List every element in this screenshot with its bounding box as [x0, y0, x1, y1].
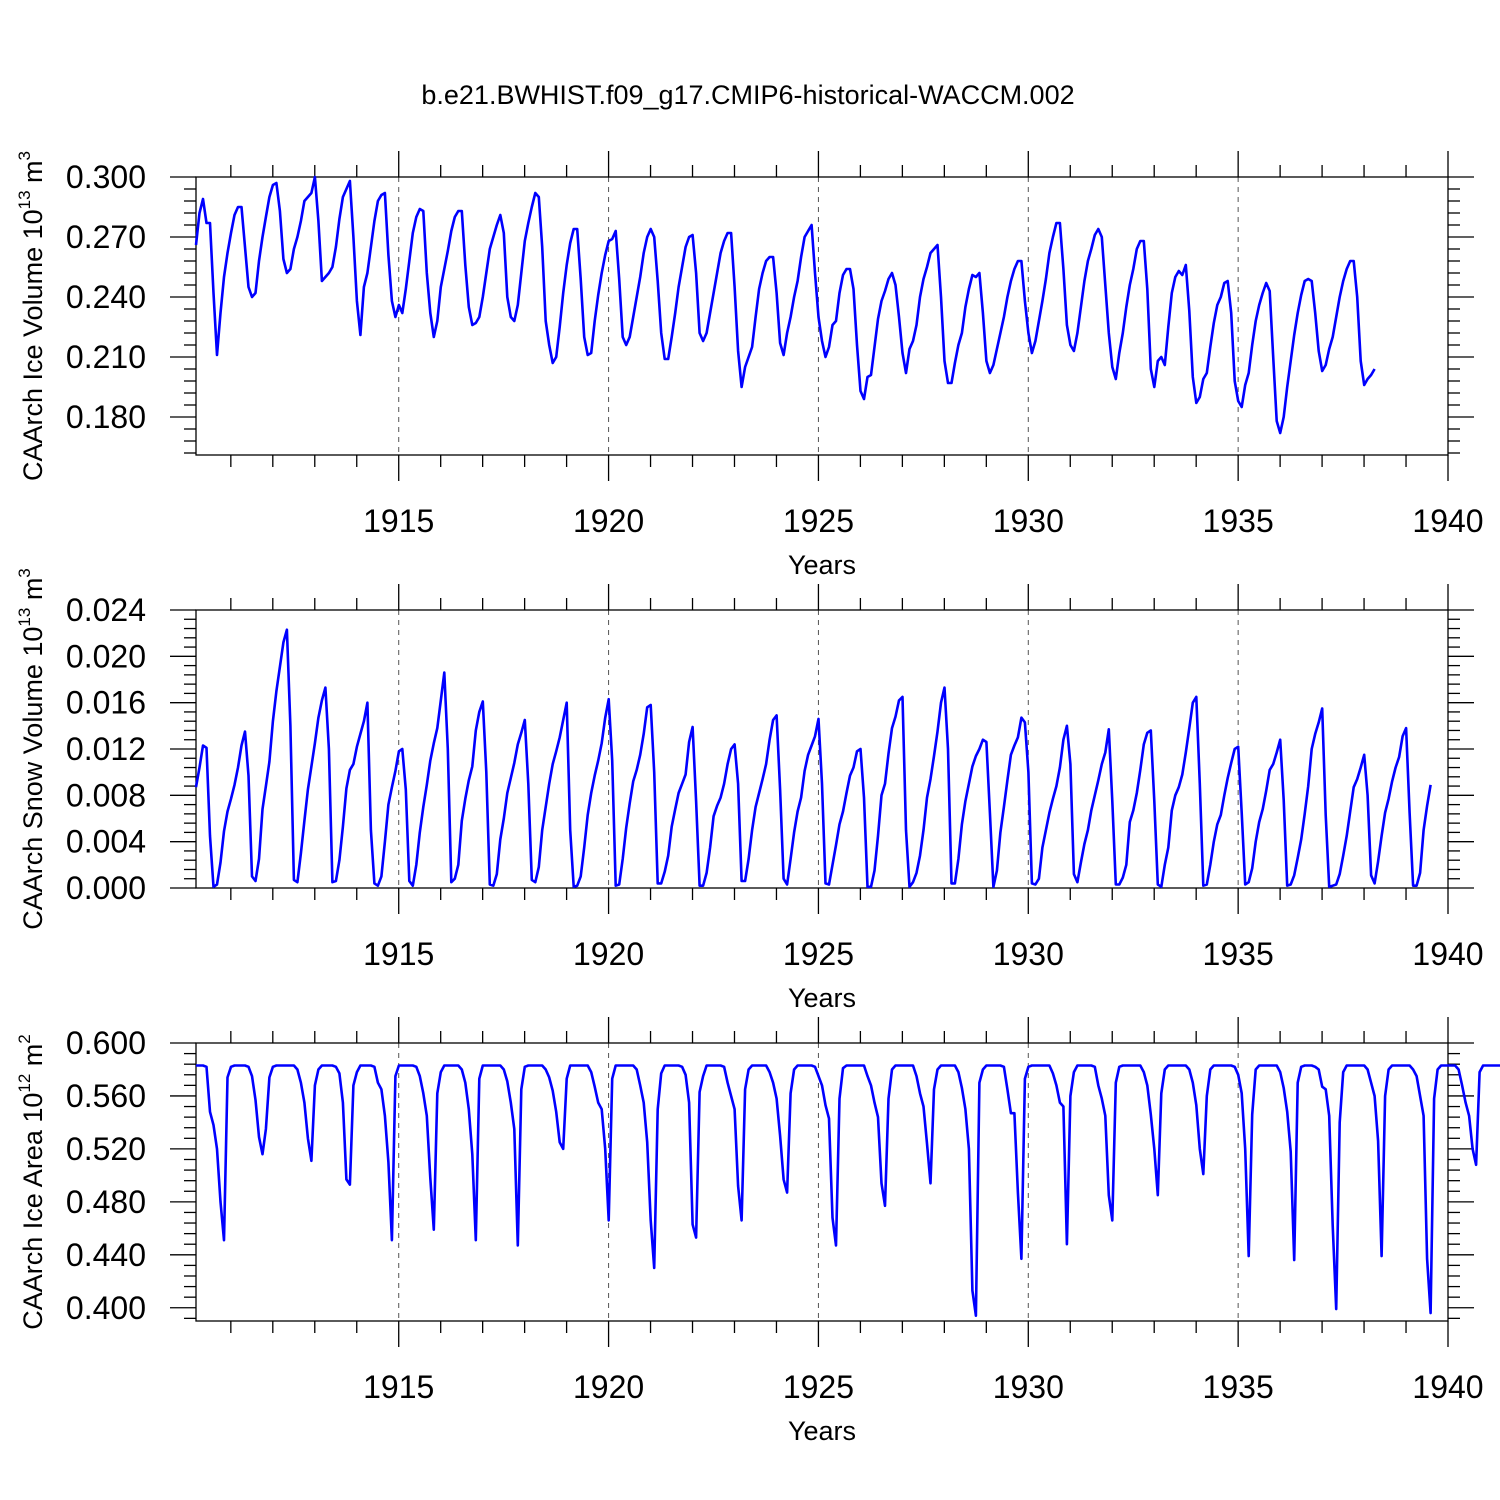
- y-axis-label-unit-exponent: 2: [15, 1034, 34, 1043]
- x-tick-label: 1920: [573, 936, 644, 972]
- y-axis-label-unit-exponent: 3: [15, 568, 34, 577]
- data-line-series-1: [194, 628, 1432, 889]
- x-tick-label: 1930: [993, 936, 1064, 972]
- x-tick-label: 1930: [993, 1369, 1064, 1405]
- y-tick-label: 0.600: [66, 1025, 146, 1061]
- y-tick-label: 0.520: [66, 1131, 146, 1167]
- y-axis-label-text: CAArch Ice Volume 10: [18, 209, 48, 481]
- x-tick-label: 1920: [573, 503, 644, 539]
- x-tick-label: 1935: [1203, 1369, 1274, 1405]
- figure-title: b.e21.BWHIST.f09_g17.CMIP6-historical-WA…: [421, 80, 1074, 110]
- y-tick-label: 0.300: [66, 159, 146, 195]
- y-axis-label-exponent: 13: [15, 608, 34, 627]
- chart-panel-2: 0.000 0.004 0.008 0.012 0.016 0.020 0.024 1915 1…: [15, 568, 1484, 1013]
- plot-frame: [195, 609, 1449, 889]
- x-tick-label: 1940: [1412, 503, 1483, 539]
- y-tick-label: 0.020: [66, 638, 146, 674]
- x-tick-label: 1935: [1203, 936, 1274, 972]
- y-axis-label-unit-exponent: 3: [15, 151, 34, 160]
- y-axis-label-exponent: 13: [15, 190, 34, 209]
- y-axis-label-unit: m: [18, 1044, 48, 1074]
- x-tick-label: 1930: [993, 503, 1064, 539]
- data-line-series-1: [196, 1064, 1500, 1317]
- y-axis-label: CAArch Snow Volume 1013 m3: [15, 568, 48, 930]
- y-tick-label: 0.024: [66, 592, 146, 628]
- x-axis-label: Years: [788, 550, 856, 580]
- x-tick-label: 1935: [1203, 503, 1274, 539]
- y-tick-label: 0.016: [66, 685, 146, 721]
- x-tick-label: 1925: [783, 936, 854, 972]
- plot-frame: [195, 176, 1449, 456]
- y-tick-label: 0.480: [66, 1184, 146, 1220]
- x-axis-label: Years: [788, 1416, 856, 1446]
- data-line-series-1: [194, 175, 1376, 435]
- y-tick-label: 0.210: [66, 339, 146, 375]
- y-axis-label-text: CAArch Snow Volume 10: [18, 627, 48, 930]
- y-tick-label: 0.004: [66, 824, 146, 860]
- y-tick-label: 0.270: [66, 219, 146, 255]
- plot-frame: [195, 1042, 1449, 1322]
- panels: 0.180 0.210 0.240 0.270 0.300 1915 1920 1925 193…: [15, 151, 1500, 1446]
- x-tick-label: 1925: [783, 1369, 854, 1405]
- y-tick-label: 0.440: [66, 1237, 146, 1273]
- y-axis-label-exponent: 12: [15, 1074, 34, 1093]
- y-axis-label-unit: m: [18, 578, 48, 608]
- y-tick-label: 0.000: [66, 870, 146, 906]
- x-tick-label: 1920: [573, 1369, 644, 1405]
- y-tick-label: 0.012: [66, 731, 146, 767]
- y-axis-label: CAArch Ice Volume 1013 m3: [15, 151, 48, 481]
- x-tick-label: 1940: [1412, 1369, 1483, 1405]
- y-tick-label: 0.400: [66, 1290, 146, 1326]
- y-axis-label: CAArch Ice Area 1012 m2: [15, 1034, 48, 1330]
- chart-panel-1: 0.180 0.210 0.240 0.270 0.300 1915 1920 1925 193…: [15, 151, 1484, 580]
- x-tick-label: 1915: [363, 1369, 434, 1405]
- x-tick-label: 1915: [363, 503, 434, 539]
- y-tick-label: 0.560: [66, 1078, 146, 1114]
- x-tick-label: 1915: [363, 936, 434, 972]
- y-tick-label: 0.008: [66, 777, 146, 813]
- x-tick-label: 1925: [783, 503, 854, 539]
- x-tick-label: 1940: [1412, 936, 1483, 972]
- y-axis-label-unit: m: [18, 160, 48, 190]
- y-axis-label-text: CAArch Ice Area 10: [18, 1093, 48, 1330]
- x-axis-label: Years: [788, 983, 856, 1013]
- chart-panel-3: 0.400 0.440 0.480 0.520 0.560 0.600 1915 1920 19…: [15, 1017, 1500, 1446]
- y-tick-label: 0.240: [66, 279, 146, 315]
- y-tick-label: 0.180: [66, 399, 146, 435]
